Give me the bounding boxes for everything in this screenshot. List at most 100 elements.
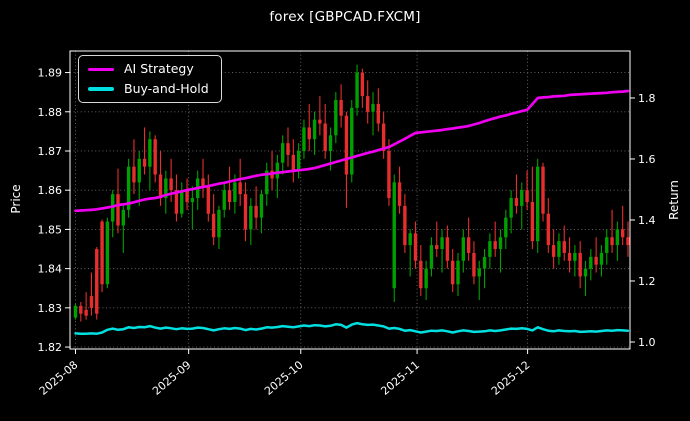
candle-body [541,166,545,214]
candle-body [307,127,311,140]
candle [73,303,78,320]
candle [615,221,620,261]
candle-body [344,115,349,175]
candle [307,103,311,151]
ai-strategy-line [74,89,630,213]
chart-title: forex [GBPCAD.FXCM] [269,9,421,25]
price-tick-label: 1.88 [38,106,63,119]
candle-body [530,201,535,242]
candle-body [397,182,402,206]
return-tick-label: 1.4 [638,214,656,227]
candle [387,139,391,206]
candle [488,233,492,269]
candle [509,190,513,234]
candle [557,233,561,265]
candle [504,209,508,250]
candle [440,229,444,273]
candle [206,174,211,222]
candle-body [557,241,561,257]
candle [413,221,418,269]
candle-body [296,150,301,171]
candle [392,174,396,302]
candle [169,158,173,202]
candle-body [153,139,157,175]
candle-body [323,123,327,151]
candle [174,174,179,222]
candle-body [615,229,620,246]
candle-body [387,150,391,199]
candle-body [350,107,354,175]
candle-body [148,139,152,167]
candle [275,154,280,199]
candle-body [275,162,280,179]
candle-body [403,205,407,246]
candle-body [339,100,343,116]
candle [429,237,434,277]
candle [137,150,141,206]
candle [280,135,285,175]
legend-item-buy-and-hold: Buy-and-Hold [88,80,209,96]
candle-body [360,72,365,97]
plot-border [69,50,631,350]
candle [270,150,274,191]
candle [116,168,120,234]
candle-body [243,194,248,230]
candle-body [121,209,126,226]
candle [195,170,200,210]
candle-body [185,190,189,202]
candle-body [126,166,131,210]
candle-body [520,190,524,206]
month-tick-label: 2025-11 [378,358,422,398]
candle [371,92,375,136]
candle-body [254,205,258,218]
legend: AI Strategy Buy-and-Hold [78,55,222,103]
candle-body [164,178,168,199]
candle-body [355,72,359,108]
candle [599,245,604,277]
candle [530,166,535,250]
candle-body [95,249,99,314]
candle-body [493,241,497,250]
return-axis-title: Return [667,180,681,220]
candle-body [504,217,508,238]
candle-body [105,221,110,285]
candle-body [233,182,237,202]
candle [121,205,126,253]
candle [222,182,226,218]
candle [620,205,625,246]
candle [296,143,301,179]
candle-body [605,237,609,253]
candle-body [477,268,481,277]
candle [95,247,99,320]
candle [132,139,136,195]
candle-body [482,256,487,269]
candle-body [599,252,604,265]
candle-body [610,237,614,246]
price-tick-label: 1.85 [38,223,63,236]
candle [190,186,195,230]
candle-body [562,241,566,253]
candle-body [509,198,513,218]
candle [408,229,412,277]
buy-and-hold-line-swatch [88,87,114,91]
candle [339,84,343,128]
candle-body [435,245,439,250]
legend-label-ai-strategy: AI Strategy [124,61,194,76]
price-tick-label: 1.87 [38,145,63,158]
candle [594,237,598,273]
candle-body [551,245,556,257]
candle-body [116,194,120,226]
price-tick-label: 1.84 [38,263,63,276]
month-tick-label: 2025-08 [37,358,81,398]
candle-body [318,119,322,124]
legend-item-ai-strategy: AI Strategy [88,61,209,76]
candle [318,96,322,136]
candle-body [376,103,381,124]
candle-body [381,123,386,151]
candle-body [73,305,78,318]
candle-body [498,237,503,250]
candle-body [594,256,598,265]
candle-body [249,205,253,230]
candle-body [408,233,412,246]
legend-label-buy-and-hold: Buy-and-Hold [124,80,209,96]
